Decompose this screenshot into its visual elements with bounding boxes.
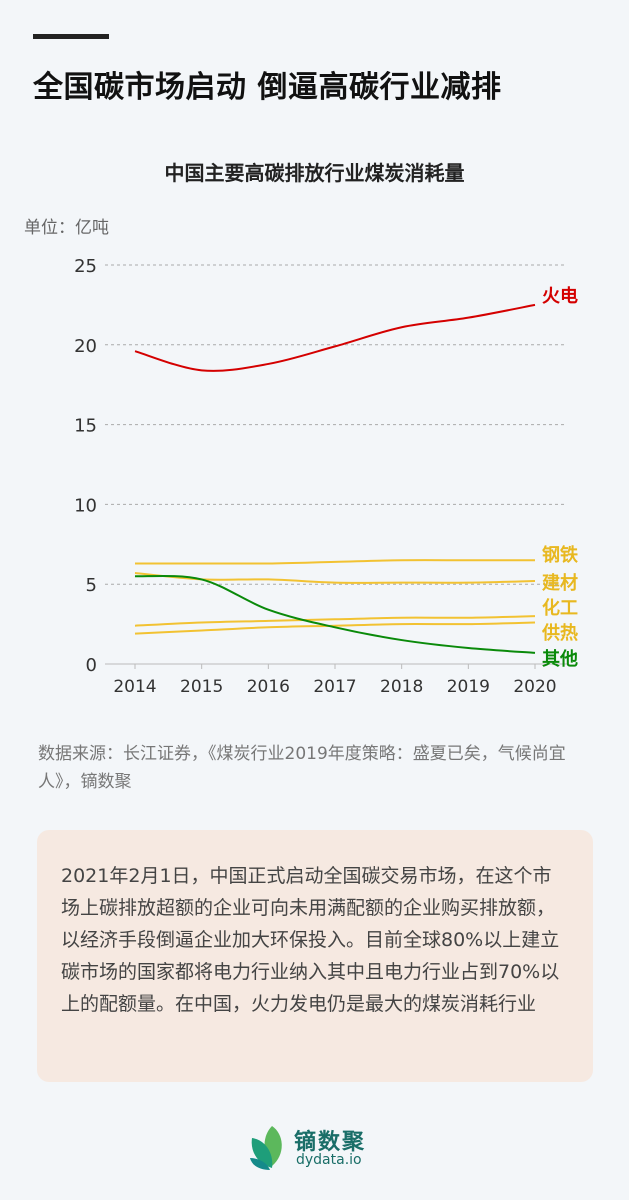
logo-name: 镝数聚 [294,1130,367,1155]
y-tick-label: 0 [86,655,97,676]
unit-label: 单位：亿吨 [24,218,109,238]
x-tick-label: 2019 [447,677,490,697]
y-tick-label: 10 [74,495,97,516]
series-line-火电 [134,303,536,372]
series-label: 火电 [542,285,578,307]
chart-title: 中国主要高碳排放行业煤炭消耗量 [164,161,465,185]
source-note: 数据来源：长江证券，《煤炭行业2019年度策略：盛夏已矣，气候尚宜人》，镝数聚 [38,744,566,792]
series-label: 建材 [542,572,578,594]
x-tick-label: 2015 [180,677,223,697]
x-tick-label: 2016 [247,677,290,697]
description-box: 2021年2月1日，中国正式启动全国碳交易市场，在这个市场上碳排放超额的企业可向… [37,830,593,1082]
series-line-其他 [134,574,536,654]
y-tick-label: 5 [86,575,97,596]
series-label: 其他 [542,648,578,670]
series-label: 供热 [541,622,578,644]
y-tick-label: 25 [74,256,97,277]
line-chart: 0 5 10 15 20 25 2014 2015 2016 2017 2018 2019 2020 火电… [74,256,578,697]
series-label: 钢铁 [542,544,578,566]
series-label: 化工 [542,597,578,619]
description-text: 2021年2月1日，中国正式启动全国碳交易市场，在这个市场上碳排放超额的企业可向… [61,865,560,1015]
series-line-钢铁 [135,559,535,565]
x-tick-label: 2017 [313,677,356,697]
page-title: 全国碳市场启动 倒逼高碳行业减排 [33,70,502,105]
x-tick-label: 2014 [113,677,156,697]
title-accent-bar [33,34,109,39]
x-tick-label: 2018 [380,677,423,697]
y-tick-label: 15 [74,416,97,437]
x-tick-label: 2020 [513,677,556,697]
series-line-化工 [134,615,536,627]
logo-leaf-icon [250,1126,282,1170]
logo-url: dydata.io [296,1152,362,1168]
series-line-供热 [134,621,536,635]
y-tick-label: 20 [74,336,97,357]
